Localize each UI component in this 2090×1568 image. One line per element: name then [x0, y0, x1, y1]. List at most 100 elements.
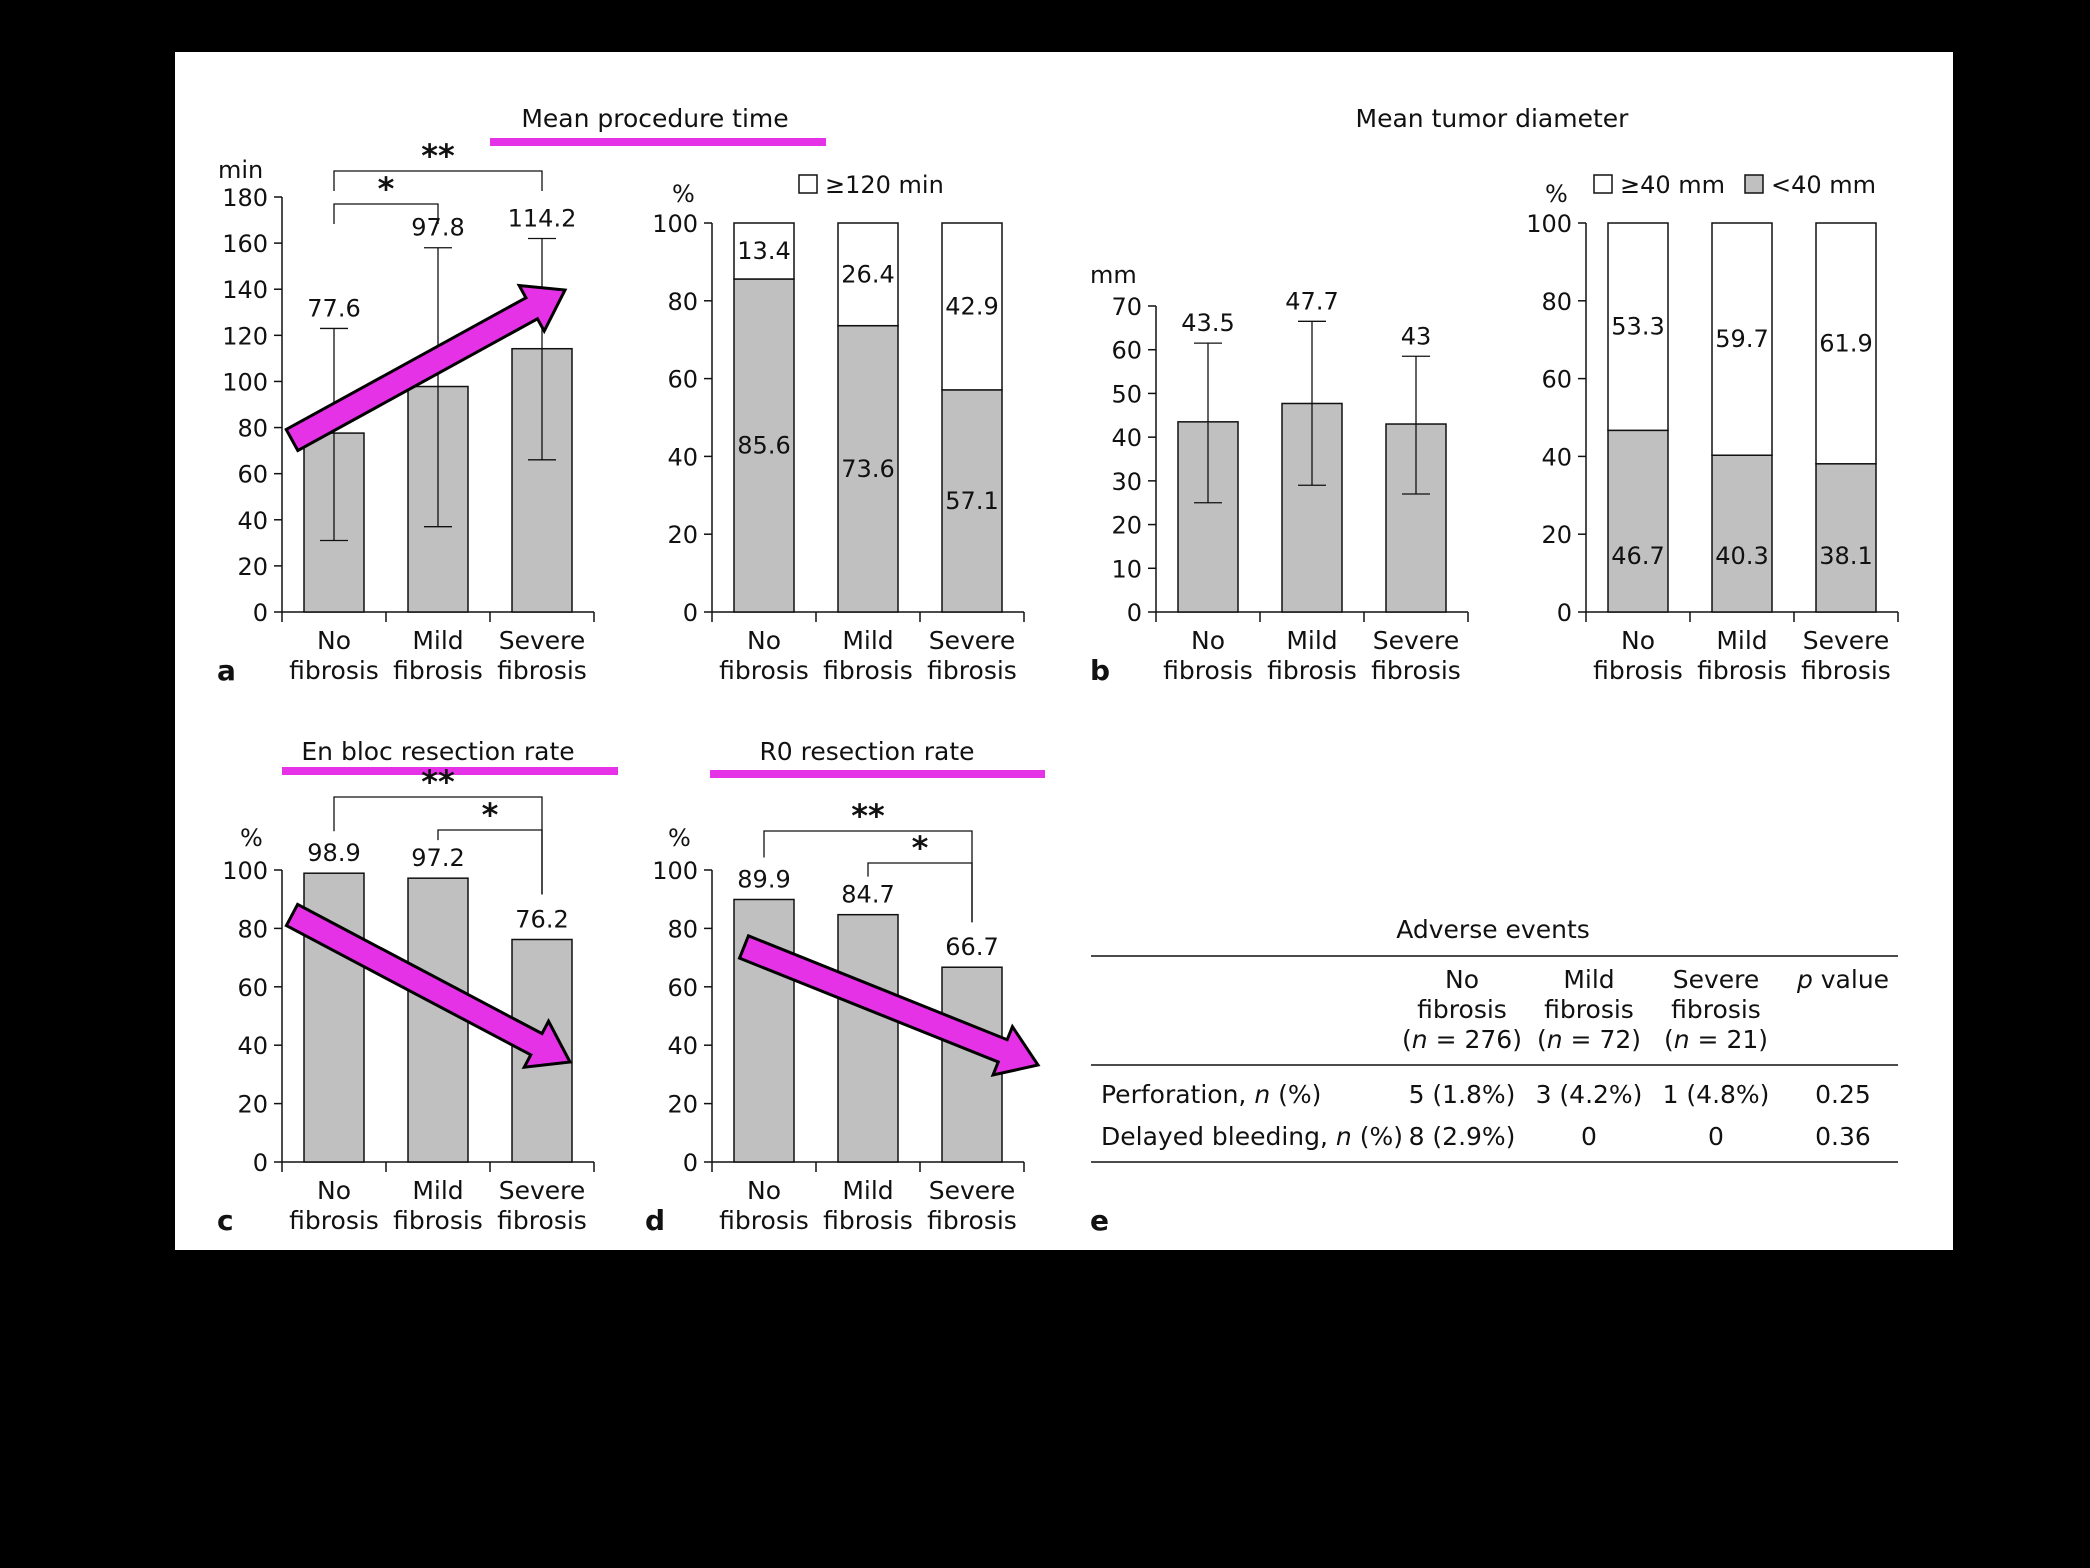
y-tick-label: 80: [667, 915, 698, 943]
category-label-line2: fibrosis: [497, 1206, 587, 1235]
segment-label-upper: 61.9: [1819, 329, 1872, 357]
panel-label-d: d: [645, 1204, 665, 1237]
title-c: En bloc resection rate: [301, 737, 574, 766]
segment-label-upper: 13.4: [737, 237, 790, 265]
y-tick-label: 60: [237, 461, 268, 489]
bar-segment-upper: [837, 222, 899, 327]
legend-swatch: [798, 174, 818, 194]
y-tick-label: 100: [652, 210, 698, 238]
y-axis-label: mm: [1090, 261, 1137, 289]
y-tick-label: 140: [222, 276, 268, 304]
bar-value-label: 43: [1401, 322, 1432, 350]
category-label-line1: Mild: [1716, 626, 1767, 655]
panel-label-a: a: [217, 654, 236, 687]
y-tick-label: 80: [667, 288, 698, 316]
y-axis-label: %: [668, 824, 691, 852]
category-label-line1: Severe: [929, 1176, 1016, 1205]
category-label-line1: Severe: [1803, 626, 1890, 655]
trend-arrow: [284, 902, 573, 1070]
y-tick-label: 50: [1111, 380, 1142, 408]
table-header-cell: fibrosis: [1671, 995, 1761, 1024]
y-tick-label: 160: [222, 230, 268, 258]
category-label-line2: fibrosis: [927, 1206, 1017, 1235]
chart-c: 020406080100%NofibrosisMildfibrosisSever…: [222, 763, 595, 1235]
bar-value-label: 76.2: [515, 905, 568, 933]
bar: [941, 966, 1003, 1163]
y-tick-label: 20: [1541, 521, 1572, 549]
bar-segment-lower: [1815, 463, 1877, 613]
bar-segment-lower: [941, 389, 1003, 613]
y-tick-label: 40: [1541, 443, 1572, 471]
y-tick-label: 10: [1111, 555, 1142, 583]
bar-segment-lower: [1607, 429, 1669, 613]
segment-label-lower: 38.1: [1819, 542, 1872, 570]
table-cell: 0: [1581, 1122, 1597, 1151]
category-label-line2: fibrosis: [1267, 656, 1357, 685]
bar-segment-lower: [1711, 454, 1773, 613]
category-label-line2: fibrosis: [393, 1206, 483, 1235]
y-tick-label: 20: [237, 1091, 268, 1119]
category-label-line2: fibrosis: [1593, 656, 1683, 685]
category-label-line2: fibrosis: [823, 1206, 913, 1235]
y-tick-label: 60: [1111, 337, 1142, 365]
significance-marker: **: [421, 137, 455, 175]
category-label-line1: Mild: [1286, 626, 1337, 655]
y-tick-label: 80: [237, 915, 268, 943]
y-tick-label: 0: [683, 1149, 698, 1177]
category-label-line1: Severe: [929, 626, 1016, 655]
category-label-line1: Mild: [412, 1176, 463, 1205]
bar: [837, 913, 899, 1163]
table-header-cell: (n = 21): [1664, 1025, 1768, 1054]
category-label-line1: Severe: [499, 1176, 586, 1205]
category-label-line2: fibrosis: [1371, 656, 1461, 685]
y-tick-label: 40: [667, 1032, 698, 1060]
category-label-line2: fibrosis: [289, 656, 379, 685]
significance-marker: **: [421, 763, 455, 801]
category-label-line2: fibrosis: [1163, 656, 1253, 685]
significance-bracket: [333, 203, 439, 224]
y-tick-label: 100: [222, 368, 268, 396]
significance-bracket: [437, 829, 543, 895]
y-axis-label: %: [240, 824, 263, 852]
y-tick-label: 0: [1557, 599, 1572, 627]
bar: [733, 898, 795, 1163]
significance-marker: *: [378, 170, 395, 208]
bar-value-label: 89.9: [737, 865, 790, 893]
category-label-line2: fibrosis: [927, 656, 1017, 685]
table-header-cell: fibrosis: [1417, 995, 1507, 1024]
table-cell: 1 (4.8%): [1663, 1080, 1770, 1109]
bar-segment-upper: [733, 222, 795, 280]
bar-segment-lower: [733, 278, 795, 613]
table-header-cell: (n = 276): [1402, 1025, 1522, 1054]
category-label-line2: fibrosis: [1801, 656, 1891, 685]
y-tick-label: 40: [237, 1032, 268, 1060]
y-tick-label: 20: [237, 553, 268, 581]
table-header-cell: Severe: [1673, 965, 1760, 994]
table-cell: 0.25: [1815, 1080, 1871, 1109]
table-cell: 8 (2.9%): [1409, 1122, 1516, 1151]
category-label-line1: No: [747, 626, 781, 655]
y-axis-label: %: [1545, 180, 1568, 208]
y-tick-label: 20: [1111, 512, 1142, 540]
title-d: R0 resection rate: [759, 737, 974, 766]
category-label-line1: No: [747, 1176, 781, 1205]
category-label-line2: fibrosis: [393, 656, 483, 685]
y-tick-label: 0: [683, 599, 698, 627]
chart-b2: 020406080100%NofibrosisMildfibrosisSever…: [1526, 171, 1899, 685]
trend-arrow: [737, 933, 1041, 1078]
y-tick-label: 100: [222, 857, 268, 885]
table-row-label: Delayed bleeding, n (%): [1101, 1122, 1403, 1151]
table-row-label: Perforation, n (%): [1101, 1080, 1321, 1109]
bar-value-label: 77.6: [307, 294, 360, 322]
y-tick-label: 0: [253, 1149, 268, 1177]
bar-value-label: 47.7: [1285, 287, 1338, 315]
y-tick-label: 40: [667, 443, 698, 471]
legend-swatch: [1744, 174, 1764, 194]
panel-label-b: b: [1090, 654, 1110, 687]
legend-label: <40 mm: [1771, 171, 1876, 199]
y-tick-label: 180: [222, 184, 268, 212]
y-axis-label: %: [672, 180, 695, 208]
chart-a2: 020406080100%NofibrosisMildfibrosisSever…: [652, 171, 1025, 685]
